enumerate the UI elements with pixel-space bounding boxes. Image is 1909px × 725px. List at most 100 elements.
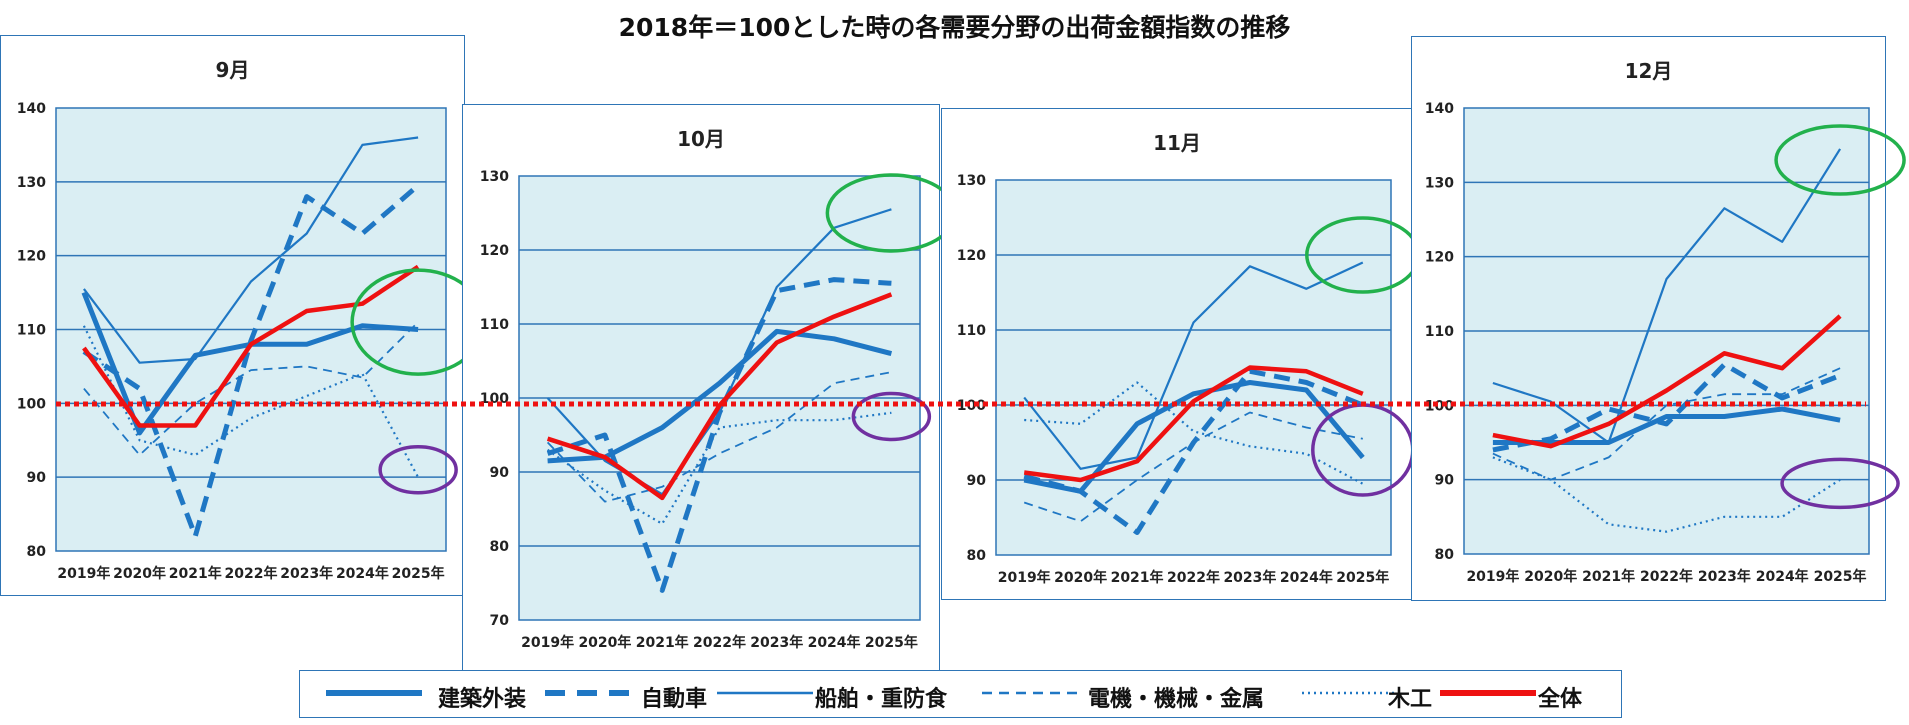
panel-title: 10月 bbox=[677, 127, 725, 151]
y-tick-label: 130 bbox=[17, 175, 46, 191]
x-tick-label: 2024年 bbox=[808, 634, 861, 651]
series-line bbox=[546, 292, 893, 501]
y-tick-label: 100 bbox=[17, 396, 46, 412]
legend-item: 船舶・重防食 bbox=[715, 671, 975, 717]
x-tick-label: 2022年 bbox=[1167, 569, 1220, 586]
legend-label: 電機・機械・金属 bbox=[1088, 687, 1265, 712]
x-tick-label: 2025年 bbox=[865, 634, 918, 651]
series-line bbox=[1023, 411, 1363, 523]
series-line bbox=[82, 183, 420, 539]
series-line bbox=[1023, 365, 1364, 483]
legend-label: 木工 bbox=[1388, 687, 1433, 712]
y-tick-label: 140 bbox=[17, 101, 46, 117]
series-line bbox=[1492, 456, 1841, 533]
y-tick-label: 110 bbox=[480, 317, 509, 333]
x-tick-label: 2020年 bbox=[1524, 568, 1577, 585]
x-tick-label: 2024年 bbox=[1756, 568, 1809, 585]
series-line bbox=[1492, 367, 1841, 481]
series-line bbox=[82, 264, 420, 428]
x-tick-label: 2025年 bbox=[1336, 569, 1389, 586]
y-tick-label: 120 bbox=[480, 243, 509, 259]
x-tick-label: 2021年 bbox=[1582, 568, 1635, 585]
series-line bbox=[1023, 261, 1364, 470]
x-tick-label: 2025年 bbox=[392, 565, 445, 582]
panel-title: 9月 bbox=[215, 58, 250, 82]
y-tick-label: 90 bbox=[967, 473, 987, 489]
legend-item: 電機・機械・金属 bbox=[980, 671, 1300, 717]
x-tick-label: 2021年 bbox=[169, 565, 222, 582]
legend-swatch bbox=[326, 690, 422, 696]
legend-label: 全体 bbox=[1538, 687, 1583, 712]
y-tick-label: 110 bbox=[957, 323, 986, 339]
y-tick-label: 80 bbox=[27, 544, 47, 560]
plot-area bbox=[995, 179, 1392, 556]
legend-label: 建築外装 bbox=[438, 687, 527, 712]
y-tick-label: 70 bbox=[490, 613, 510, 629]
x-tick-label: 2019年 bbox=[521, 634, 574, 651]
x-tick-label: 2020年 bbox=[578, 634, 631, 651]
y-tick-label: 90 bbox=[27, 470, 47, 486]
x-tick-label: 2021年 bbox=[636, 634, 689, 651]
y-tick-label: 90 bbox=[1435, 473, 1455, 489]
x-tick-label: 2022年 bbox=[225, 565, 278, 582]
x-tick-label: 2023年 bbox=[1698, 568, 1751, 585]
x-tick-label: 2023年 bbox=[280, 565, 333, 582]
y-tick-label: 120 bbox=[957, 248, 986, 264]
legend-item: 建築外装 bbox=[324, 671, 554, 717]
series-line bbox=[1492, 362, 1841, 453]
legend-label: 自動車 bbox=[641, 687, 708, 712]
series-line bbox=[83, 321, 419, 456]
y-tick-label: 140 bbox=[1425, 101, 1454, 117]
y-tick-label: 80 bbox=[967, 548, 987, 564]
y-tick-label: 80 bbox=[490, 539, 510, 555]
x-tick-label: 2019年 bbox=[1466, 568, 1519, 585]
legend-item: 木工 bbox=[1300, 671, 1460, 717]
legend-swatch bbox=[1440, 690, 1536, 696]
panel-title: 12月 bbox=[1624, 59, 1673, 83]
y-tick-label: 130 bbox=[480, 169, 509, 185]
x-tick-label: 2025年 bbox=[1814, 568, 1867, 585]
y-tick-label: 80 bbox=[1435, 547, 1455, 563]
x-tick-label: 2019年 bbox=[998, 569, 1051, 586]
y-tick-label: 120 bbox=[17, 249, 46, 265]
reference-line-100 bbox=[56, 401, 1866, 407]
series-line bbox=[546, 371, 892, 503]
legend-swatch bbox=[717, 691, 813, 695]
y-tick-label: 110 bbox=[17, 323, 46, 339]
legend: 建築外装 自動車 船舶・重防食 電機・機械・金属 木工 全体 bbox=[299, 670, 1622, 718]
chart-panel-dec: 12月 80 90 100 110 120 130 140 2019年 2020年 2021年 20… bbox=[1411, 36, 1906, 601]
legend-swatch bbox=[982, 691, 1078, 695]
legend-item: 全体 bbox=[1438, 671, 1598, 717]
y-tick-label: 110 bbox=[1425, 324, 1454, 340]
highlight-ellipse bbox=[1774, 124, 1906, 196]
chart-panel-nov: 11月 80 90 100 110 120 130 2019年 2020年 2021年 2022年… bbox=[941, 108, 1421, 600]
legend-swatch bbox=[545, 690, 641, 696]
x-tick-label: 2022年 bbox=[1640, 568, 1693, 585]
chart-panel-sep: 9月 80 90 100 110 120 130 140 2019年 2020年 2021年 202… bbox=[0, 35, 486, 596]
y-tick-label: 120 bbox=[1425, 250, 1454, 266]
legend-label: 船舶・重防食 bbox=[815, 687, 948, 712]
series-line bbox=[82, 325, 420, 478]
series-line bbox=[83, 136, 419, 364]
x-tick-label: 2024年 bbox=[1280, 569, 1333, 586]
y-tick-label: 90 bbox=[490, 465, 510, 481]
y-tick-label: 130 bbox=[957, 173, 986, 189]
x-tick-label: 2023年 bbox=[1223, 569, 1276, 586]
panel-title: 11月 bbox=[1153, 131, 1201, 155]
y-tick-label: 130 bbox=[1425, 175, 1454, 191]
x-tick-label: 2019年 bbox=[57, 565, 110, 582]
legend-item: 自動車 bbox=[543, 671, 723, 717]
x-tick-label: 2024年 bbox=[336, 565, 389, 582]
highlight-ellipse bbox=[851, 391, 932, 442]
series-line bbox=[1492, 406, 1841, 445]
chart-title: 2018年＝100とした時の各需要分野の出荷金額指数の推移 bbox=[618, 13, 1291, 42]
highlight-ellipse bbox=[378, 445, 458, 495]
x-tick-label: 2023年 bbox=[750, 634, 803, 651]
x-tick-label: 2020年 bbox=[1054, 569, 1107, 586]
x-tick-label: 2020年 bbox=[113, 565, 166, 582]
series-line bbox=[1492, 314, 1842, 449]
